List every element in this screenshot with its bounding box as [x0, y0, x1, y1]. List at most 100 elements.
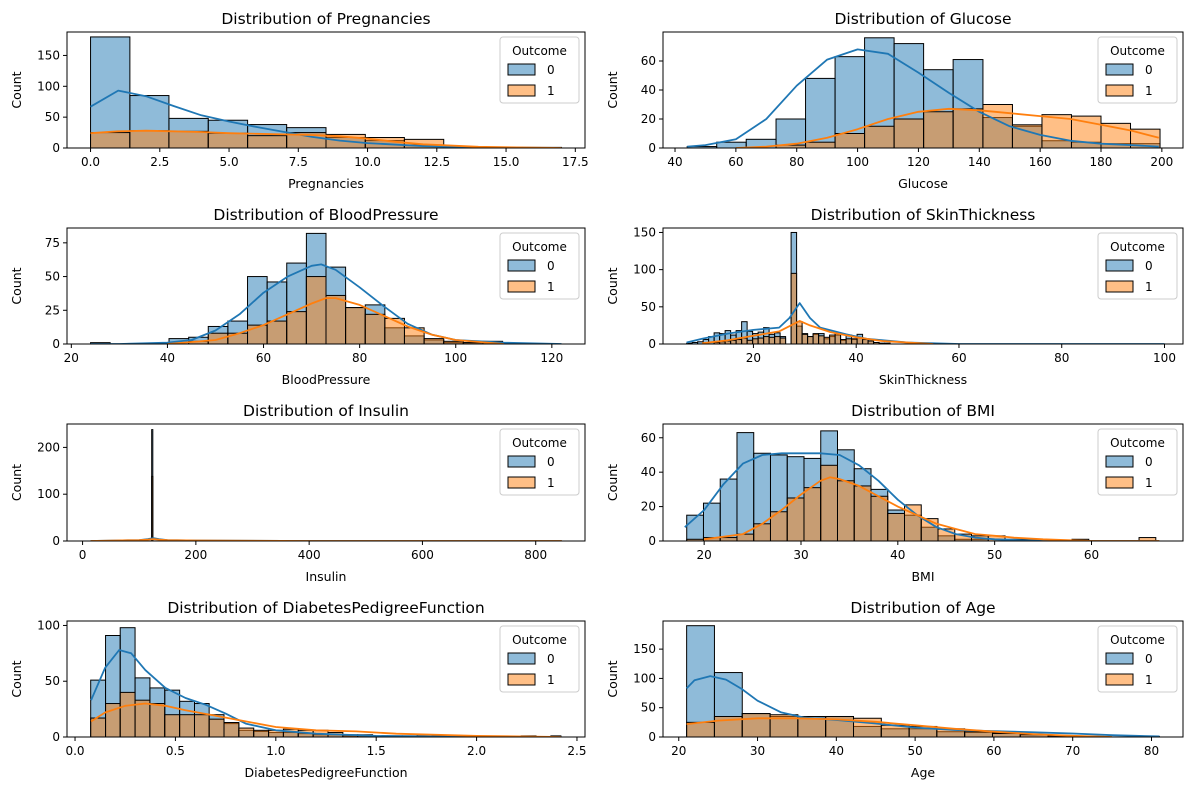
y-tick-label: 60	[641, 431, 656, 445]
kde-line-outcome-1	[90, 702, 561, 737]
y-tick-label: 150	[633, 642, 656, 656]
x-tick-label: 0.5	[166, 744, 185, 758]
x-tick-label: 5.0	[220, 155, 239, 169]
y-axis-label: Count	[605, 660, 620, 697]
y-tick-label: 0	[52, 141, 60, 155]
y-tick-label: 40	[641, 83, 656, 97]
y-axis-label: Count	[605, 71, 620, 108]
legend-swatch-1	[1105, 476, 1134, 489]
x-axis-label: Pregnancies	[288, 176, 364, 191]
y-tick-label: 0	[648, 337, 656, 351]
y-tick-label: 150	[633, 225, 656, 239]
y-tick-label: 200	[37, 440, 60, 454]
y-tick-label: 100	[37, 487, 60, 501]
bar-outcome-1	[179, 714, 195, 737]
bar-outcome-1	[763, 336, 770, 344]
legend-title: Outcome	[1110, 436, 1165, 450]
bar-outcome-1	[864, 125, 895, 148]
bar-outcome-1	[862, 339, 869, 344]
x-tick-label: 60	[951, 351, 966, 365]
kde-line-outcome-0	[684, 452, 1160, 541]
bar-outcome-1	[129, 130, 170, 148]
legend-swatch-0	[1105, 455, 1134, 468]
bar-outcome-1	[247, 135, 288, 148]
bar-outcome-1	[345, 307, 366, 344]
legend-swatch-1	[1105, 84, 1134, 97]
bar-outcome-1	[803, 487, 822, 541]
bar-outcome-1	[893, 118, 925, 148]
x-tick-label: 10.0	[354, 155, 381, 169]
plot-area	[90, 232, 562, 344]
bar-outcome-1	[796, 321, 803, 344]
y-tick-label: 25	[45, 303, 60, 317]
bar-outcome-1	[870, 495, 889, 541]
x-tick-label: 100	[846, 155, 869, 169]
legend-label-1: 1	[547, 673, 555, 687]
x-tick-label: 0.0	[65, 744, 84, 758]
subplot-7: 0.0 0.5 1.0 1.5 2.0 2.5 0 50 100 Distribution of …	[9, 599, 587, 780]
bar-outcome-1	[686, 721, 715, 737]
legend-label-1: 1	[1145, 280, 1153, 294]
bar-outcome-1	[741, 713, 771, 737]
x-tick-label: 15.0	[493, 155, 520, 169]
x-tick-label: 80	[352, 351, 367, 365]
x-tick-label: 400	[298, 548, 321, 562]
x-tick-label: 60	[1084, 548, 1099, 562]
kde-line-outcome-0	[687, 48, 1159, 148]
legend-swatch-1	[1105, 673, 1134, 686]
y-axis-label: Count	[9, 660, 24, 697]
chart-title: Distribution of SkinThickness	[811, 206, 1036, 224]
x-tick-label: 30	[793, 548, 808, 562]
bar-outcome-1	[834, 333, 842, 344]
legend: Outcome 0 1	[499, 232, 580, 300]
x-tick-label: 80	[1054, 351, 1069, 365]
axes-frame	[662, 423, 1184, 542]
y-tick-label: 100	[633, 263, 656, 277]
bar-outcome-1	[952, 108, 984, 148]
bar-outcome-1	[223, 722, 240, 737]
kde-line-outcome-1	[704, 476, 1160, 541]
bar-outcome-1	[801, 333, 809, 344]
y-axis-label: Count	[605, 267, 620, 304]
plot-area	[686, 231, 1165, 344]
x-tick-label: 20	[64, 351, 79, 365]
kde-line-outcome-0	[90, 89, 562, 148]
x-tick-label: 120	[540, 351, 563, 365]
subplot-8: 20 30 40 50 60 70 80 0 50 100 150 Distribution of A…	[605, 599, 1184, 780]
legend-label-1: 1	[547, 476, 555, 490]
bar-outcome-1	[834, 133, 866, 148]
x-axis-label: Age	[911, 765, 935, 780]
y-tick-label: 0	[52, 337, 60, 351]
bar-outcome-1	[845, 338, 853, 344]
bar-outcome-1	[119, 691, 136, 737]
bar-outcome-1	[134, 699, 151, 737]
legend-label-1: 1	[547, 280, 555, 294]
x-tick-label: 160	[1029, 155, 1052, 169]
legend-title: Outcome	[512, 240, 567, 254]
y-tick-label: 50	[641, 701, 656, 715]
bar-outcome-0	[834, 56, 866, 148]
x-tick-label: 200	[1150, 155, 1173, 169]
x-tick-label: 100	[444, 351, 467, 365]
x-tick-label: 40	[829, 744, 844, 758]
axes-frame	[66, 227, 586, 345]
plot-area	[686, 37, 1161, 148]
y-tick-label: 60	[641, 54, 656, 68]
x-tick-label: 50	[987, 548, 1002, 562]
y-tick-label: 50	[45, 270, 60, 284]
chart-title: Distribution of DiabetesPedigreeFunction	[167, 599, 484, 617]
y-tick-label: 0	[52, 730, 60, 744]
x-tick-label: 60	[986, 744, 1001, 758]
legend-swatch-1	[1105, 280, 1134, 293]
x-tick-label: 120	[907, 155, 930, 169]
x-tick-label: 80	[789, 155, 804, 169]
x-tick-label: 17.5	[562, 155, 589, 169]
kde-line-outcome-0	[90, 649, 561, 737]
bar-outcome-1	[805, 141, 836, 148]
bar-outcome-1	[164, 714, 181, 737]
x-tick-label: 20	[697, 548, 712, 562]
bar-outcome-1	[193, 714, 210, 737]
bar-outcome-1	[208, 718, 225, 737]
bar-outcome-1	[818, 335, 825, 344]
